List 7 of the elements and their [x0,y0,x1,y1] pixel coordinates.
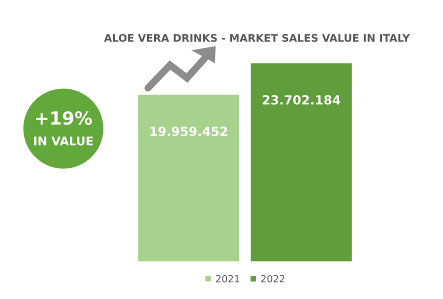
text: IN VALUE [34,136,93,146]
chart-title: ALOE VERA DRINKS - MARKET SALES VALUE IN ITALY [104,34,410,42]
data-label: 23.702.184 [262,95,340,105]
legend-label: 2021 [216,275,240,282]
legend-label: 2022 [261,275,284,282]
text: +19% [36,111,92,125]
data-label: 19.959.452 [150,126,228,136]
